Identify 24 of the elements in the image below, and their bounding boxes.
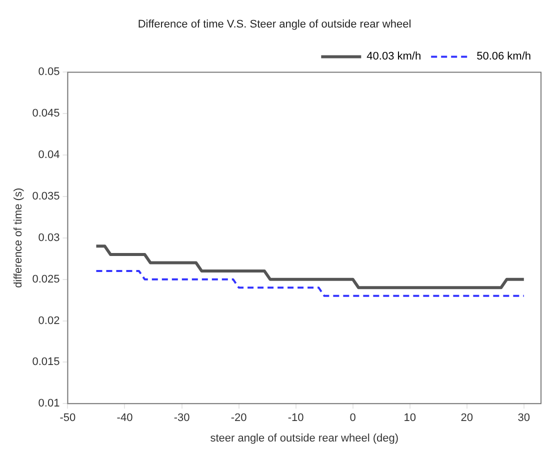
x-tick-label: -40 <box>116 412 133 424</box>
y-tick-label: 0.02 <box>38 314 60 327</box>
x-tick-label: 30 <box>518 412 530 424</box>
x-tick-label: -20 <box>230 412 247 424</box>
x-tick-label: -10 <box>288 412 304 424</box>
y-tick-label: 0.05 <box>38 66 60 78</box>
legend-label: 50.06 km/h <box>476 50 531 63</box>
y-tick-label: 0.035 <box>32 190 60 203</box>
y-tick-label: 0.015 <box>32 356 60 368</box>
x-tick-label: -50 <box>60 412 76 424</box>
x-tick-label: 0 <box>350 412 356 424</box>
x-tick-label: -30 <box>174 412 190 424</box>
y-tick-label: 0.03 <box>38 232 60 244</box>
line-series <box>95 270 525 297</box>
y-tick-label: 0.045 <box>32 108 60 120</box>
y-tick-label: 0.01 <box>38 398 60 410</box>
legend-label: 40.03 km/h <box>366 50 422 63</box>
x-tick-label: 20 <box>460 412 473 424</box>
chart-title: Difference of time V.S. Steer angle of outside rear wheel <box>138 18 412 31</box>
x-axis-title: steer angle of outside rear wheel (deg) <box>210 432 399 444</box>
y-tick-label: 0.04 <box>38 149 60 162</box>
x-tick-label: 10 <box>404 412 416 424</box>
y-tick-label: 0.025 <box>32 273 60 286</box>
y-axis-title: difference of time (s) <box>12 188 25 288</box>
